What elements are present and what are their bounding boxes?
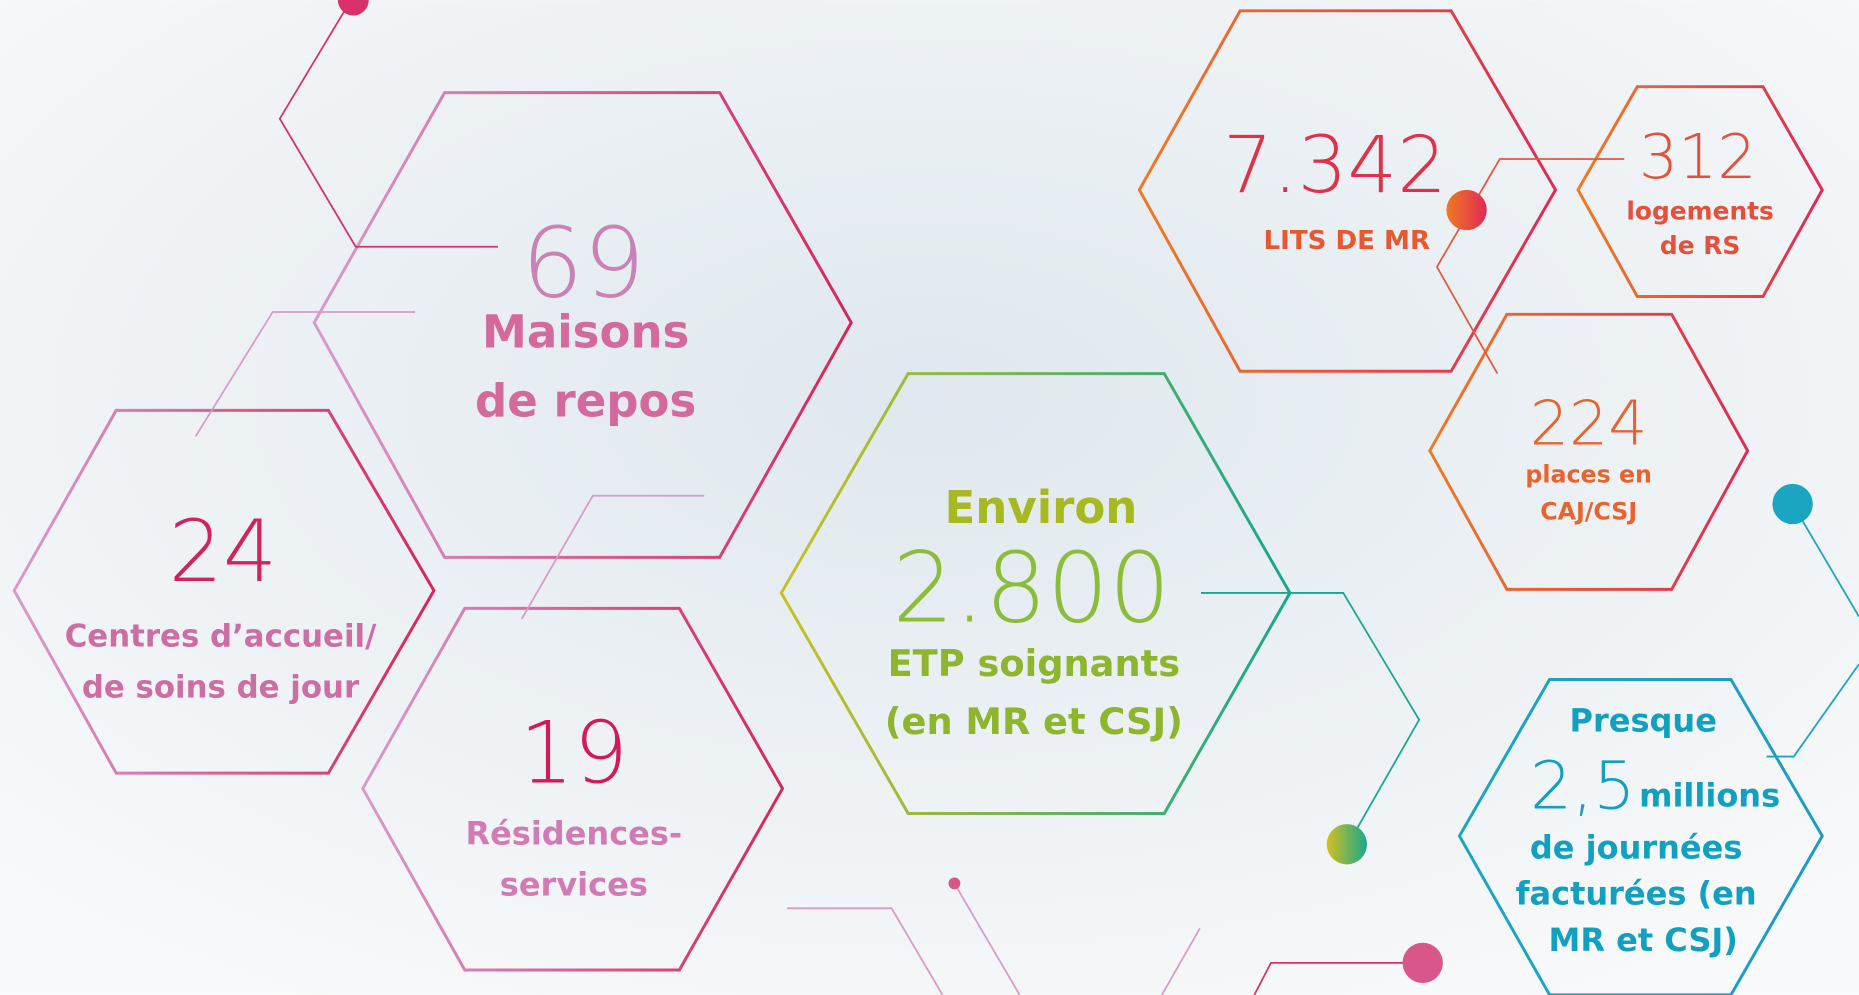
stat-number: 7.342 [1223, 120, 1447, 211]
connector [953, 882, 1021, 995]
stat-label: logements [1626, 196, 1774, 225]
stat-number: 312 [1639, 121, 1757, 193]
stat-label: facturées (en [1516, 875, 1757, 913]
connector [1253, 961, 1423, 995]
connector [1200, 592, 1421, 845]
stat-label: services [500, 865, 648, 903]
stat-label: MR et CSJ) [1549, 921, 1738, 959]
stat-prefix: Environ [944, 481, 1137, 534]
hexagon [1137, 9, 1558, 373]
stat-number: 24 [169, 503, 278, 602]
dot [1402, 942, 1443, 983]
stat-suffix: millions [1639, 776, 1780, 814]
stat-prefix: Presque [1570, 702, 1717, 740]
connector [1766, 663, 1859, 758]
hexagon [12, 408, 436, 775]
stat-label: de RS [1660, 231, 1740, 260]
dot [1446, 189, 1487, 231]
stat-label: de journées [1530, 829, 1743, 867]
dots [337, 0, 1813, 983]
hexagon [361, 606, 785, 972]
connectors [194, 0, 1859, 995]
stat-label: de repos [475, 374, 696, 427]
stat-label: LITS DE MR [1264, 226, 1431, 256]
connector [194, 311, 415, 437]
stat-label: (en MR et CSJ) [885, 700, 1183, 743]
stat-label: places en [1525, 461, 1652, 489]
dot [1326, 824, 1367, 865]
stat-number: 69 [521, 207, 645, 320]
stat-label: CAJ/CSJ [1540, 497, 1637, 525]
stat-number: 224 [1530, 388, 1648, 460]
connector [1161, 928, 1201, 995]
stat-label: Maisons [482, 306, 689, 359]
stat-texts: 69 Maisons de repos 24 Centres d’accueil… [65, 120, 1780, 959]
connector [278, 0, 498, 248]
dot [948, 877, 961, 890]
connector [1791, 503, 1859, 618]
hexagon [1428, 312, 1750, 591]
stat-number: 2,5 [1530, 747, 1636, 825]
hexagon [312, 91, 853, 559]
stat-number: 19 [520, 705, 629, 804]
dot [337, 0, 369, 16]
connector [787, 907, 944, 995]
stat-label: ETP soignants [888, 642, 1180, 685]
connector [520, 494, 705, 620]
dot [1772, 483, 1813, 525]
stat-label: Résidences- [465, 814, 682, 852]
hexagon [1576, 85, 1824, 299]
stat-number: 2.800 [892, 531, 1170, 644]
stat-label: de soins de jour [82, 669, 360, 705]
stat-label: Centres d’accueil/ [65, 618, 377, 654]
